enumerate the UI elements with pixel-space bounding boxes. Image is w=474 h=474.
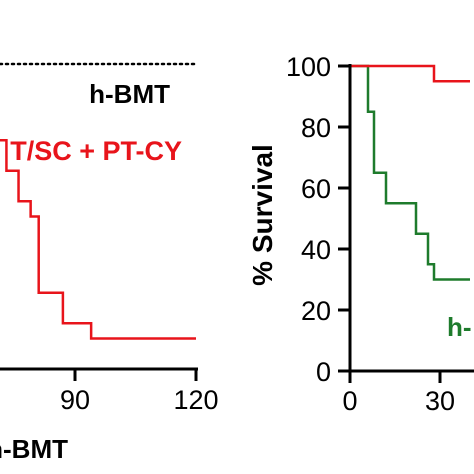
right-y-axis-label: % Survival (247, 144, 278, 286)
left-x-tick-label-90: 90 (60, 385, 90, 415)
left-series-tsc-ptcy-line (0, 139, 196, 340)
left-legend-h-bmt: h-BMT (89, 79, 170, 109)
left-legend-tsc-ptcy: T/SC + PT-CY (10, 136, 182, 166)
right-series-red-line (350, 64, 470, 83)
right-y-tick-label-0: 0 (316, 357, 331, 387)
left-x-tick-label-120: 120 (173, 385, 218, 415)
right-x-tick-label-0: 0 (342, 386, 357, 416)
right-y-tick-label-20: 20 (301, 296, 331, 326)
right-y-tick-label-40: 40 (301, 235, 331, 265)
right-x-tick-label-30: 30 (425, 386, 455, 416)
right-panel: 0 20 40 60 80 100 0 30 % Survival h- (247, 52, 474, 416)
left-bottom-label: h-BMT (0, 434, 68, 464)
right-legend-green: h- (447, 312, 472, 342)
right-y-tick-label-60: 60 (301, 174, 331, 204)
left-panel: 90 120 h-BMT T/SC + PT-CY h-BMT (0, 62, 219, 464)
right-y-tick-label-100: 100 (286, 52, 331, 82)
right-y-tick-label-80: 80 (301, 113, 331, 143)
right-series-green-line (350, 64, 470, 281)
